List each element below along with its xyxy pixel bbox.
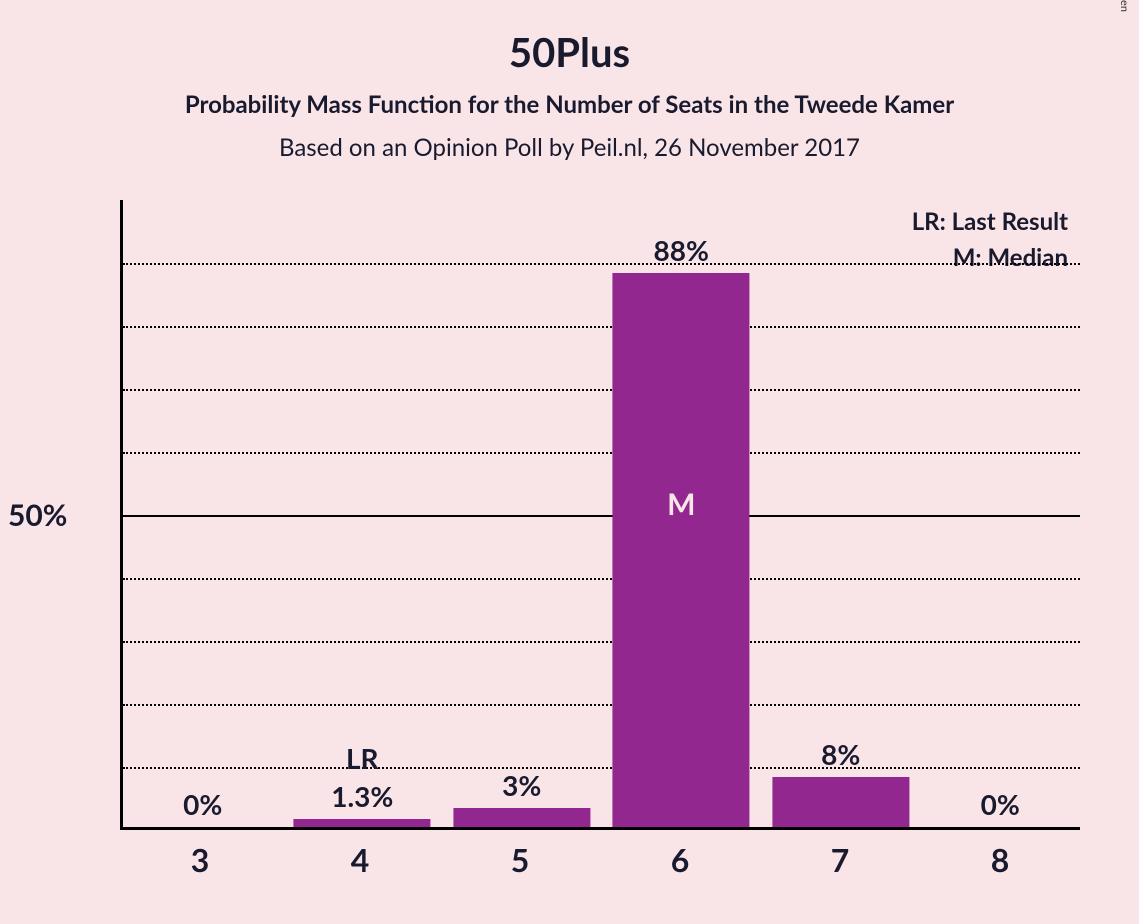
chart-subtitle-1: Probability Mass Function for the Number… [0,90,1139,119]
chart-subtitle-2: Based on an Opinion Poll by Peil.nl, 26 … [0,133,1139,162]
bar-slot: 0% [123,200,283,827]
y-axis-tick-label: 50% [8,497,67,533]
bar-slot: 3% [442,200,602,827]
bar [613,273,750,827]
bar-slot: 0% [921,200,1081,827]
bar-value-label: 0% [123,787,283,821]
bar-value-label: 88% [602,233,762,267]
copyright-text: © 2020 Filip van Laenen [1118,0,1131,12]
bar [453,808,590,827]
x-axis-labels: 345678 [120,840,1080,879]
bar [772,777,909,827]
x-axis-tick-label: 5 [440,840,600,879]
bars-container: 0%1.3%LR3%88%M8%0% [123,200,1080,827]
bar-value-label: 8% [761,737,921,771]
median-marker: M [602,486,762,522]
chart-title: 50Plus [0,28,1139,76]
bar-value-label: 3% [442,768,602,802]
bar-value-label: 0% [921,787,1081,821]
bar-slot: 88% M [602,200,762,827]
title-block: 50Plus Probability Mass Function for the… [0,0,1139,162]
bar-value-label: 1.3% [283,779,443,813]
x-axis-tick-label: 6 [600,840,760,879]
last-result-marker: LR [283,741,443,775]
x-axis-tick-label: 4 [280,840,440,879]
bar-slot: 1.3% LR [283,200,443,827]
plot-area: LR: Last Result M: Median 0%1.3%LR3%88%M… [120,200,1080,830]
x-axis-tick-label: 3 [120,840,280,879]
x-axis-tick-label: 7 [760,840,920,879]
chart-area: LR: Last Result M: Median 0%1.3%LR3%88%M… [60,200,1100,880]
x-axis-tick-label: 8 [920,840,1080,879]
bar [294,819,431,827]
bar-slot: 8% [761,200,921,827]
